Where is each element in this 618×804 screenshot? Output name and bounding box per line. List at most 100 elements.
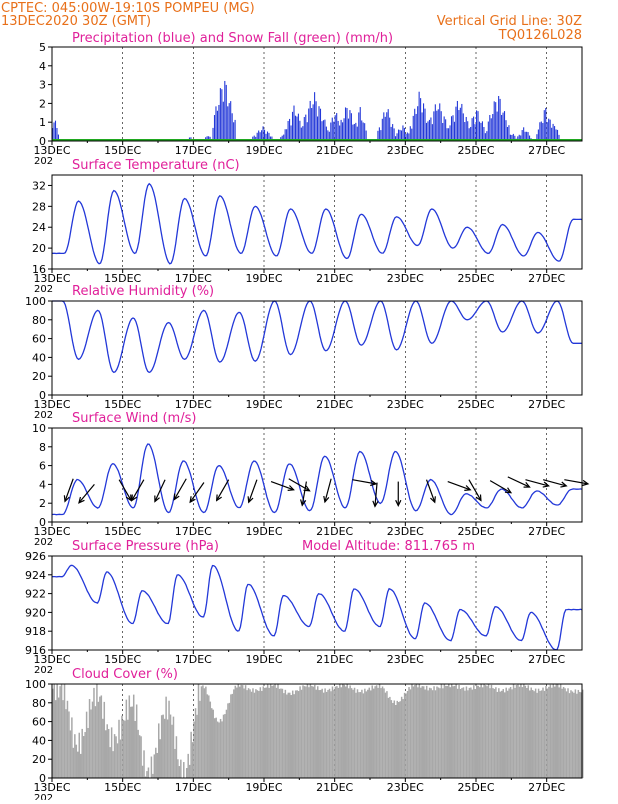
cloud-bar [193,721,195,778]
cloud-bar [447,686,449,778]
cloud-bar [257,690,259,778]
cloud-bar [224,714,226,778]
cloud-bar [572,692,574,778]
cloud-bar [296,690,298,778]
cloud-bar [361,690,363,778]
cloud-bar [104,702,106,778]
cloud-bar [530,688,532,778]
precip-bar [323,120,324,141]
cloud-bar [470,687,472,778]
cloud-bar [317,686,319,778]
cloud-year-label: 202 [34,793,53,800]
precip-bar [349,110,350,141]
cloud-bar [318,690,320,778]
cloud-bar [233,689,235,778]
precip-bar [364,123,365,141]
cloud-bar [510,687,512,778]
cloud-bar [126,700,128,778]
precip-bar [444,116,445,141]
cloud-xtick-label: 17DEC [175,781,212,794]
wind-ytick-label: 6 [39,460,46,473]
cloud-bar [505,688,507,778]
cloud-bar [73,748,75,778]
precip-bar [461,104,462,141]
cloud-bar [533,691,535,778]
cloud-bar [187,754,189,778]
precip-bar [416,114,417,141]
wind-vector [508,477,530,487]
precip-xtick-label: 21DEC [316,144,353,157]
cloud-bar [536,693,538,778]
precip-ytick-label: 4 [39,60,46,73]
cloud-bar [444,684,446,778]
precip-bar [382,119,383,141]
precip-bar [305,115,306,141]
cloud-bar [413,686,415,778]
humidity-xtick-label: 15DEC [104,398,141,411]
precip-bar [317,116,318,141]
cloud-xtick-label: 15DEC [104,781,141,794]
cloud-bar [111,727,113,778]
pressure-xtick-label: 19DEC [245,653,282,666]
precip-bar [541,122,542,141]
cloud-bar [239,687,241,778]
humidity-xtick-label: 23DEC [387,398,424,411]
temperature-xtick-label: 27DEC [528,272,565,285]
cloud-bar [383,688,385,778]
cloud-bar [373,689,375,778]
precip-bar [341,120,342,141]
precip-bar [358,112,359,141]
humidity-ytick-label: 60 [32,333,46,346]
humidity-line [52,301,582,372]
precip-bar [348,119,349,141]
precip-bar [410,126,411,141]
wind-vector [217,480,229,501]
pressure-xtick-label: 25DEC [457,653,494,666]
humidity-ytick-label: 100 [25,295,46,308]
cloud-bar [243,688,245,778]
precip-bar [308,109,309,141]
cloud-bar [492,688,494,778]
precip-bar [417,106,418,141]
cloud-bar [180,760,182,778]
cloud-bar [570,690,572,778]
cloud-bar [220,719,222,778]
wind-frame [52,428,582,522]
cloud-bar [351,688,353,778]
cloud-bar [379,684,381,778]
precip-bar [480,123,481,141]
cloud-ytick-label: 80 [32,697,46,710]
cloud-bar [310,684,312,778]
cloud-bar [248,688,250,778]
precip-bar [473,117,474,141]
cloud-bar [538,689,540,778]
precip-bar [338,121,339,141]
cloud-bar [167,719,169,778]
header-code: TQ0126L028 [498,28,582,43]
cloud-bar [132,707,134,778]
cloud-ytick-label: 20 [32,753,46,766]
precip-bar [223,102,224,141]
cloud-bar [154,754,156,778]
precip-bar [497,112,498,141]
precip-bar [479,122,480,141]
cloud-bar [124,721,126,778]
cloud-bar [329,689,331,778]
precip-bar [292,112,293,141]
cloud-bar [520,684,522,778]
precip-bar [295,116,296,141]
precip-bar [544,110,545,141]
cloud-bar [279,689,281,778]
precip-bar [307,122,308,141]
cloud-bar [157,753,159,778]
cloud-bar [308,687,310,778]
cloud-bar [99,697,101,778]
cloud-bar [199,701,201,778]
cloud-bar [457,689,459,778]
precip-bar [482,121,483,141]
cloud-bar [245,685,247,778]
cloud-bar [155,748,157,778]
cloud-bar [68,711,70,778]
cloud-bar [504,692,506,778]
precip-bar [467,121,468,141]
